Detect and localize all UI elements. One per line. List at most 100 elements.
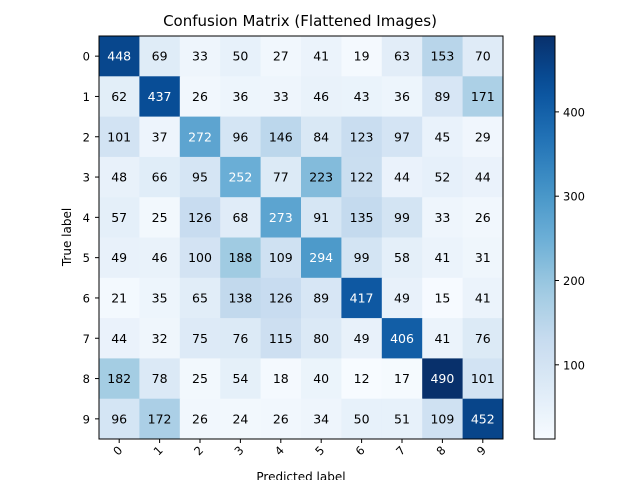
cell-value-label: 46	[313, 89, 329, 104]
matrix-cell	[381, 36, 423, 77]
matrix-cell	[99, 398, 140, 440]
colorbar-ticks: 100 200 300 400	[555, 105, 585, 372]
matrix-cell	[99, 277, 140, 319]
cell-value-label: 18	[273, 371, 289, 386]
cell-value-label: 99	[394, 210, 410, 225]
cell-value-label: 437	[148, 89, 172, 104]
matrix-cell	[260, 116, 302, 158]
matrix-cell	[381, 318, 423, 359]
matrix-cell	[301, 36, 342, 77]
cell-value-label: 78	[152, 371, 168, 386]
matrix-cell	[301, 116, 342, 158]
matrix-cell	[341, 197, 383, 238]
cell-value-label: 272	[188, 129, 212, 144]
cell-value-label: 51	[394, 411, 410, 426]
cell-value-label: 66	[152, 170, 168, 185]
cell-value-label: 17	[394, 371, 410, 386]
cell-value-label: 36	[394, 89, 410, 104]
cell-value-label: 273	[269, 210, 293, 225]
x-tick-label: 7	[393, 443, 408, 458]
y-axis-ticks: 0 1 2 3 4 5 6 7 8 9	[83, 50, 99, 426]
y-tick-label: 0	[83, 50, 90, 64]
matrix-cell	[462, 358, 504, 400]
matrix-cell	[462, 36, 504, 77]
x-tick-label: 1	[151, 443, 166, 458]
cell-value-label: 172	[148, 411, 172, 426]
cell-value-label: 48	[111, 170, 127, 185]
cell-value-label: 21	[111, 290, 127, 305]
cell-value-label: 452	[471, 411, 495, 426]
cell-value-label: 37	[152, 129, 168, 144]
cell-value-label: 76	[475, 331, 491, 346]
matrix-cell	[422, 398, 464, 440]
x-axis-label: Predicted label	[256, 470, 345, 480]
x-tick-label: 9	[474, 443, 489, 458]
matrix-cell	[381, 358, 423, 400]
matrix-cell	[341, 318, 383, 359]
cell-value-label: 49	[394, 290, 410, 305]
matrix-cell	[260, 277, 302, 319]
matrix-cell	[139, 398, 181, 440]
y-tick-label: 5	[83, 251, 90, 265]
cell-value-label: 24	[232, 411, 248, 426]
colorbar-tick-label: 200	[563, 274, 585, 288]
matrix-cell	[99, 116, 140, 158]
cell-value-label: 27	[273, 49, 289, 64]
matrix-cell	[139, 76, 181, 118]
matrix-cell	[260, 36, 302, 77]
matrix-cell	[179, 76, 221, 118]
matrix-cell	[422, 156, 464, 198]
matrix-cell	[139, 116, 181, 158]
cell-value-label: 417	[350, 290, 374, 305]
matrix-cell	[462, 197, 504, 238]
cell-value-label: 58	[394, 250, 410, 265]
cell-value-label: 44	[475, 170, 491, 185]
matrix-cell	[99, 358, 140, 400]
matrix-cell	[99, 237, 140, 279]
matrix-cell	[99, 197, 140, 238]
matrix-cell	[462, 76, 504, 118]
cell-value-label: 115	[269, 331, 293, 346]
matrix-cell	[179, 116, 221, 158]
matrix-cell	[260, 358, 302, 400]
matrix-cell	[341, 398, 383, 440]
y-tick-label: 8	[83, 372, 90, 386]
matrix-cell	[462, 156, 504, 198]
matrix-cell	[179, 237, 221, 279]
cell-value-label: 44	[111, 331, 127, 346]
cell-value-label: 490	[430, 371, 454, 386]
matrix-cell	[341, 76, 383, 118]
matrix-cell	[220, 398, 262, 440]
cell-value-label: 32	[152, 331, 168, 346]
y-tick-label: 3	[83, 171, 90, 185]
matrix-cell	[139, 358, 181, 400]
cell-value-label: 91	[313, 210, 329, 225]
matrix-cell	[139, 318, 181, 359]
matrix-cell	[381, 76, 423, 118]
matrix-cell	[301, 156, 342, 198]
matrix-cell	[220, 156, 262, 198]
cell-value-label: 31	[475, 250, 491, 265]
cell-value-label: 50	[354, 411, 370, 426]
cell-value-label: 294	[309, 250, 333, 265]
cell-value-label: 40	[313, 371, 329, 386]
matrix-cell	[341, 237, 383, 279]
x-tick-label: 6	[353, 443, 368, 458]
cell-value-label: 65	[192, 290, 208, 305]
cell-value-label: 25	[192, 371, 208, 386]
matrix-cell	[179, 318, 221, 359]
matrix-cell	[301, 398, 342, 440]
y-tick-label: 7	[83, 332, 90, 346]
cell-value-label: 223	[309, 170, 333, 185]
cell-value-label: 33	[434, 210, 450, 225]
cell-value-label: 182	[107, 371, 131, 386]
matrix-cell	[462, 398, 504, 440]
matrix-cell	[462, 237, 504, 279]
cell-value-label: 26	[192, 89, 208, 104]
cell-value-label: 171	[471, 89, 495, 104]
x-tick-label: 3	[231, 443, 246, 458]
cell-value-label: 26	[475, 210, 491, 225]
matrix-cell	[462, 277, 504, 319]
matrix-cell	[99, 36, 140, 77]
cell-value-label: 57	[111, 210, 127, 225]
